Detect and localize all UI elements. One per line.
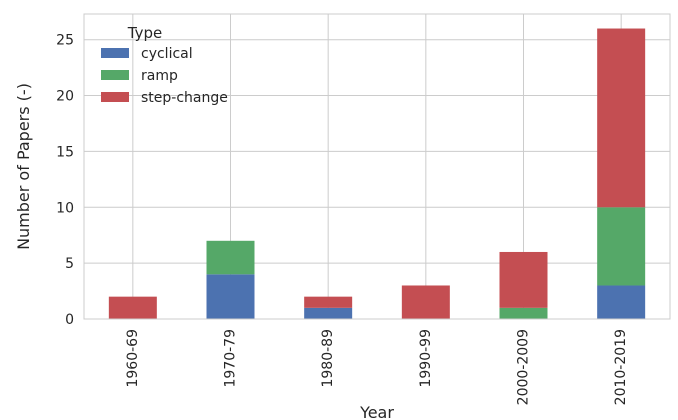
x-tick-label: 1990-99 bbox=[418, 329, 434, 388]
bar-ramp-2010-2019 bbox=[597, 207, 646, 286]
x-tick-label: 1970-79 bbox=[223, 329, 239, 388]
plot-frame bbox=[83, 13, 671, 320]
legend-swatch-cyclical bbox=[101, 48, 129, 58]
legend-label-ramp: ramp bbox=[141, 68, 178, 84]
bar-step-change-2000-2009 bbox=[499, 251, 548, 308]
bar-cyclical-2010-2019 bbox=[597, 285, 646, 319]
bar-cyclical-1970-79 bbox=[206, 274, 255, 319]
y-tick-label: 0 bbox=[65, 312, 74, 328]
bar-step-change-1990-99 bbox=[401, 285, 450, 319]
bar-step-change-1980-89 bbox=[304, 296, 353, 308]
bar-cyclical-1980-89 bbox=[304, 307, 353, 319]
legend-title: Type bbox=[127, 24, 162, 42]
bar-step-change-2010-2019 bbox=[597, 28, 646, 208]
bar-step-change-1960-69 bbox=[108, 296, 157, 319]
x-axis-title: Year bbox=[359, 403, 394, 420]
bar-ramp-2000-2009 bbox=[499, 307, 548, 319]
x-tick-label: 2000-2009 bbox=[516, 329, 532, 405]
y-tick-label: 10 bbox=[56, 200, 74, 216]
legend-swatch-ramp bbox=[101, 70, 129, 80]
x-tick-label: 1960-69 bbox=[125, 329, 141, 388]
bar-ramp-1970-79 bbox=[206, 240, 255, 275]
legend-label-step-change: step-change bbox=[141, 90, 228, 106]
y-tick-label: 5 bbox=[65, 256, 74, 272]
y-tick-label: 25 bbox=[56, 33, 74, 49]
legend-label-cyclical: cyclical bbox=[141, 46, 193, 62]
x-tick-label: 2010-2019 bbox=[613, 329, 629, 405]
y-tick-label: 15 bbox=[56, 144, 74, 160]
y-tick-label: 20 bbox=[56, 89, 74, 105]
plot-area: 0 5 10 15 20 25 1960-69 1970-79 1980-89 1990-99 20… bbox=[14, 13, 671, 420]
y-axis-title: Number of Papers (-) bbox=[14, 83, 33, 250]
x-tick-label: 1980-89 bbox=[320, 329, 336, 388]
legend-swatch-step-change bbox=[101, 92, 129, 102]
